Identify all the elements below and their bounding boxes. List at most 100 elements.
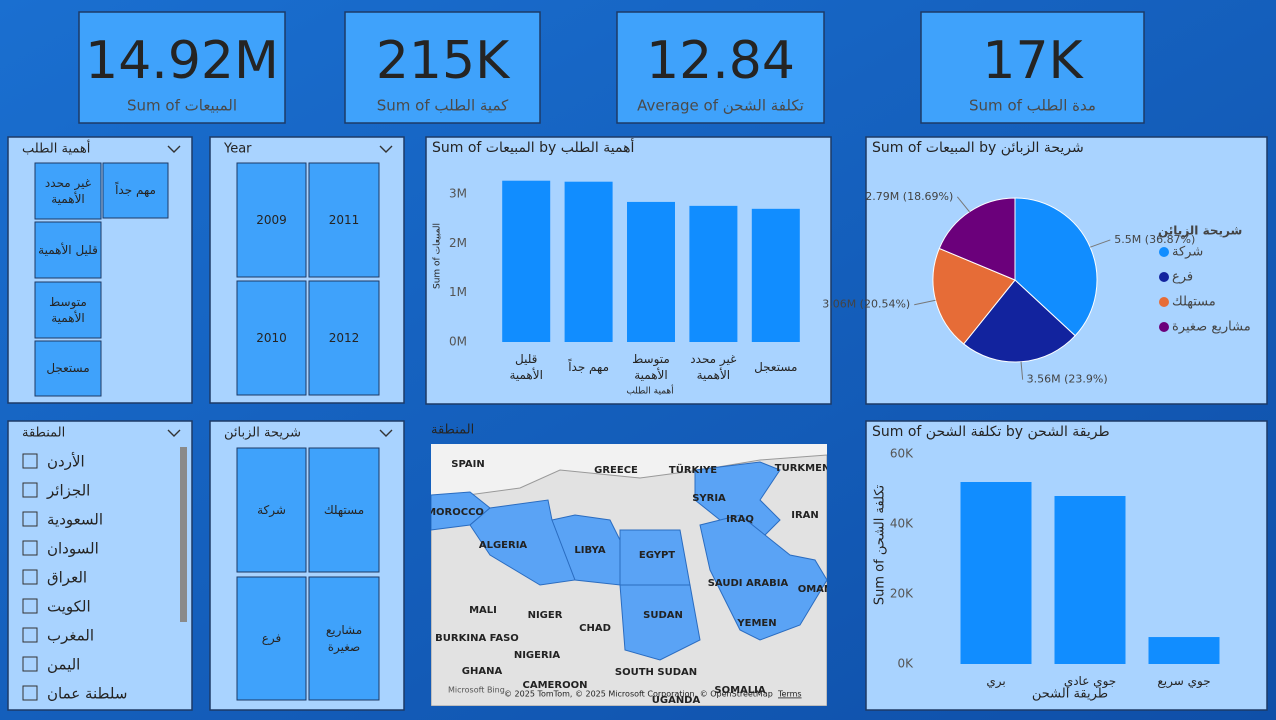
y-axis-title: Sum of المبيعات xyxy=(433,223,443,289)
pie-slice xyxy=(938,197,1016,281)
slicer-item[interactable]: شركة xyxy=(257,502,286,517)
checkbox xyxy=(22,540,38,556)
slicer-tile xyxy=(236,162,307,278)
data-label: 3.56M (23.9%) xyxy=(1027,373,1108,386)
x-tick-label-box: جوي سريع xyxy=(1157,674,1210,688)
map-label: IRAQ xyxy=(726,514,754,525)
checkbox xyxy=(22,656,38,672)
bar xyxy=(502,180,551,342)
checkbox xyxy=(22,453,38,469)
y-tick-label: 3M xyxy=(449,187,467,201)
map-label: MALI xyxy=(469,605,497,616)
x-tick-label-box: قليل الأهمية xyxy=(509,352,543,382)
checkbox xyxy=(22,627,38,643)
highlighted-country xyxy=(619,584,701,661)
slicer-item[interactable]: غير محدد الأهمية xyxy=(44,175,92,206)
y-tick-label: 1M xyxy=(449,285,467,299)
slicer-tile xyxy=(236,280,307,396)
slicer-item[interactable]: مهم جداً xyxy=(115,183,156,198)
slicer-tile xyxy=(34,340,102,397)
slicer-item: السعودية xyxy=(47,511,103,529)
legend-title: شريحة الزبائن xyxy=(1158,224,1242,238)
map-label: MOROCCO xyxy=(426,507,484,518)
bar xyxy=(689,205,738,342)
legend-label: فرع xyxy=(1172,270,1193,285)
x-axis-title: طريقة الشحن xyxy=(1032,687,1108,702)
slicer-tile xyxy=(308,280,380,396)
map-label: GHANA xyxy=(462,666,503,677)
y-tick-label: 0M xyxy=(449,335,467,349)
slicer-item-box: 2011 xyxy=(328,212,360,227)
slicer-panel xyxy=(7,420,193,711)
slicer-item-box: 2010 xyxy=(256,330,287,345)
bar xyxy=(1054,496,1126,664)
x-tick-label: مهم جداً xyxy=(568,359,609,374)
map-label: NIGER xyxy=(528,610,563,621)
checkbox xyxy=(22,569,38,585)
legend-swatch xyxy=(1159,272,1169,282)
data-label: 3.06M (20.54%) xyxy=(822,298,910,311)
map-label: IRAN xyxy=(791,510,819,521)
bar xyxy=(627,201,675,342)
slicer-tile xyxy=(236,447,307,573)
x-tick-label-box: مستعجل xyxy=(754,359,798,374)
legend-swatch xyxy=(1159,247,1169,257)
map-label: SAUDI ARABIA xyxy=(708,578,789,589)
slicer-item[interactable]: مستهلك xyxy=(323,502,365,517)
map-label: YEMEN xyxy=(736,618,776,629)
slicer-item: الجزائر xyxy=(46,482,90,500)
x-tick-label: مستعجل xyxy=(754,359,798,374)
kpi-value: 17K xyxy=(982,31,1084,91)
slicer-item: المغرب xyxy=(47,627,94,645)
slicer-title: المنطقة xyxy=(22,426,65,441)
map-label: BURKINA FASO xyxy=(435,633,519,644)
slicer-item[interactable]: 2011 xyxy=(328,212,360,227)
y-axis-title: Sum of تكلفة الشحن xyxy=(873,485,888,606)
leader-line xyxy=(1089,239,1111,248)
slicer-item[interactable]: 2009 xyxy=(256,212,287,227)
slicer-item-box: قليل الأهمية xyxy=(38,242,98,257)
slicer-item[interactable]: قليل الأهمية xyxy=(38,242,98,257)
kpi-value: 14.92M xyxy=(85,31,279,91)
legend-label: شركة xyxy=(1172,245,1203,260)
slicer-item[interactable]: مشاريع صغيرة xyxy=(325,623,363,654)
map-label: ALGERIA xyxy=(479,540,528,551)
checkbox xyxy=(22,482,38,498)
slicer-item: العراق xyxy=(47,569,87,587)
slicer-item-box: مهم جداً xyxy=(115,183,156,198)
slicer-tile xyxy=(308,447,380,573)
slicer-item[interactable]: 2010 xyxy=(256,330,287,345)
kpi-card xyxy=(344,11,541,124)
slicer-item: اليمن xyxy=(47,656,80,674)
slicer-item-box: 2009 xyxy=(256,212,287,227)
slicer-item[interactable]: متوسط الأهمية xyxy=(49,294,87,325)
x-tick-label-box: غير محدد الأهمية xyxy=(690,351,737,382)
x-tick-label: متوسط الأهمية xyxy=(632,351,670,382)
kpi-card xyxy=(616,11,825,124)
chevron xyxy=(379,429,393,437)
y-tick-label: 60K xyxy=(890,447,914,461)
slicer-item[interactable]: مستعجل xyxy=(46,361,90,376)
highlighted-country xyxy=(694,461,781,541)
legend-swatch xyxy=(1159,297,1169,307)
slicer-item[interactable]: فرع xyxy=(261,631,282,646)
checkbox xyxy=(22,511,38,527)
x-axis-title: أهمية الطلب xyxy=(626,385,673,397)
slicer-item[interactable]: 2012 xyxy=(328,330,360,345)
pie-slice xyxy=(932,247,1016,345)
slicer-item-box: مستعجل xyxy=(46,361,90,376)
map-attribution: © 2025 TomTom, © 2025 Microsoft Corporat… xyxy=(504,690,773,699)
chevron xyxy=(379,145,393,153)
map-label: SYRIA xyxy=(692,493,726,504)
chart-title: Sum of تكلفة الشحن by طريقة الشحن xyxy=(872,424,1110,440)
slicer-item: سلطنة عمان xyxy=(47,685,127,703)
slicer-tile xyxy=(34,281,102,339)
slicer-item: الأردن xyxy=(47,452,85,471)
slicer-item-box: مشاريع صغيرة xyxy=(325,623,363,654)
checkbox xyxy=(22,598,38,614)
legend-label: مشاريع صغيرة xyxy=(1172,320,1251,335)
bar xyxy=(1148,637,1220,664)
map-label: UGANDA xyxy=(652,695,701,706)
x-tick-label: غير محدد الأهمية xyxy=(690,351,737,382)
map-label: EGYPT xyxy=(639,550,675,561)
